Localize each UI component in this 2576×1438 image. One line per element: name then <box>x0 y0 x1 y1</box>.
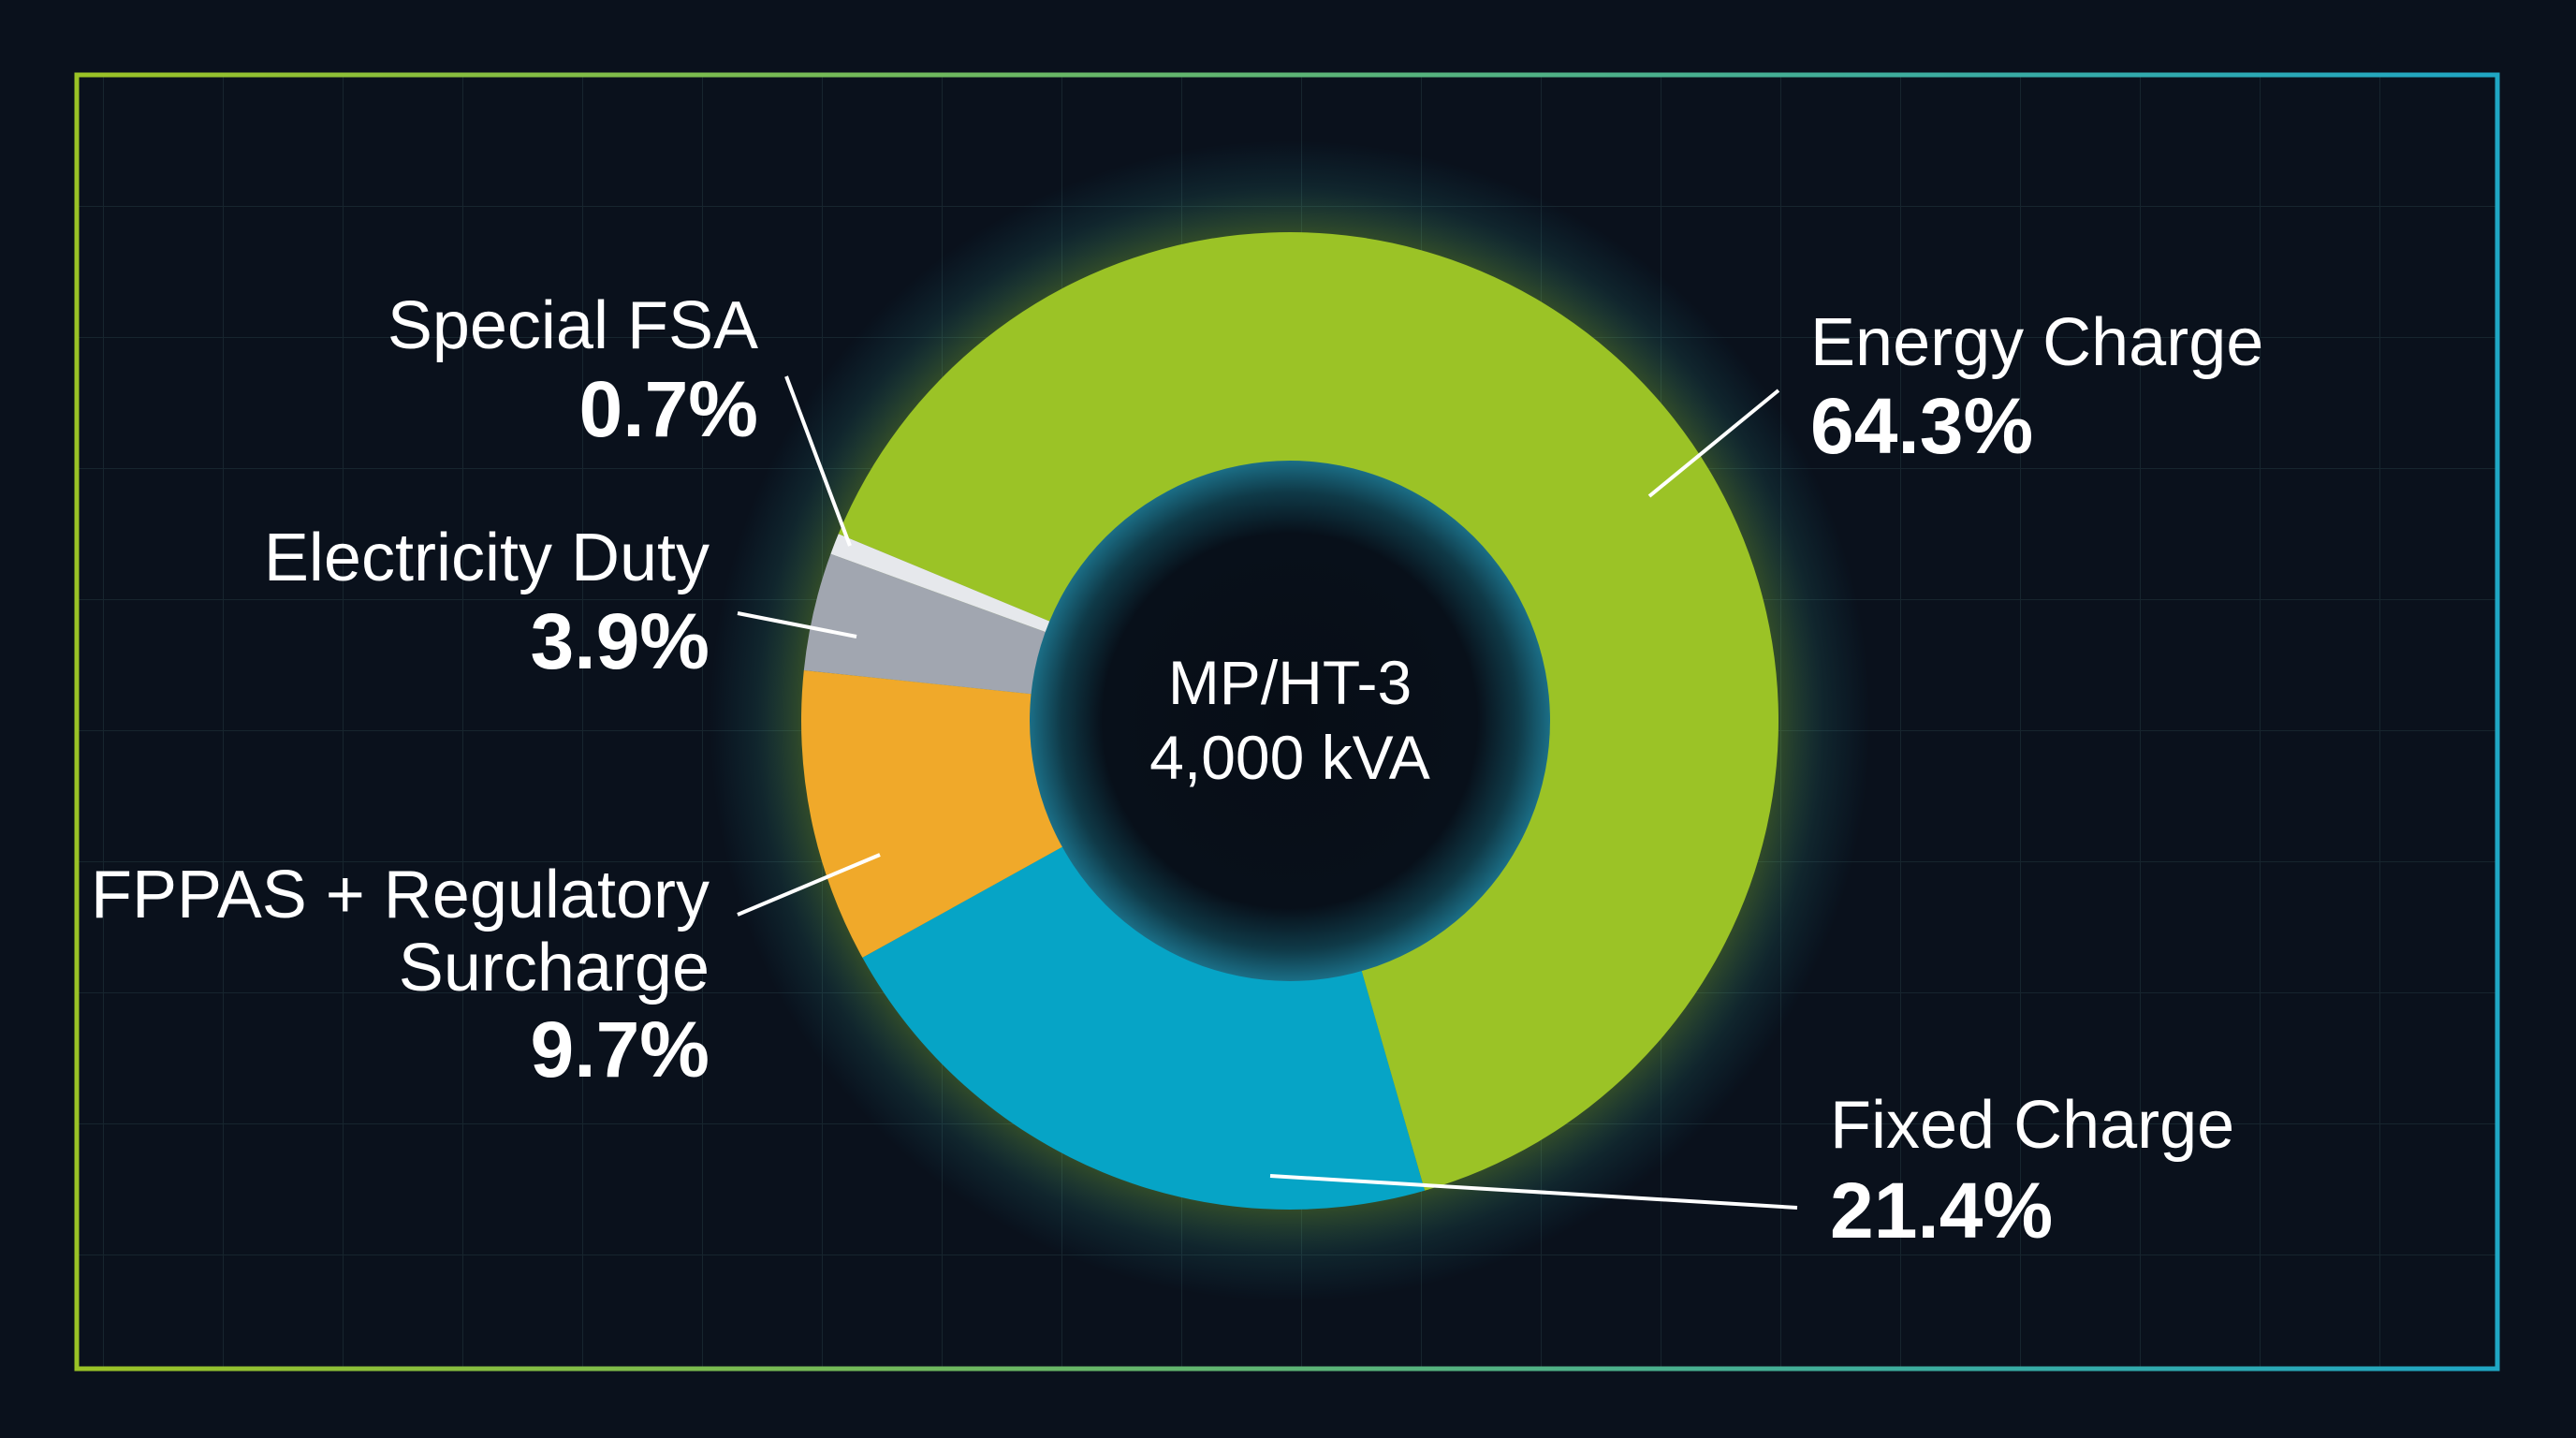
value-electricity-duty: 3.9% <box>531 597 710 685</box>
label-energy-charge: Energy Charge <box>1810 305 2263 380</box>
label-electricity-duty: Electricity Duty <box>264 521 710 595</box>
leader-fixed-charge <box>1269 1174 1798 1210</box>
label-fppas-regulatory-line-2: Surcharge <box>399 931 710 1005</box>
value-fppas-regulatory: 9.7% <box>531 1005 710 1093</box>
slice-special-fsa <box>830 534 1055 635</box>
label-fppas-regulatory-line-1: FPPAS + Regulatory <box>91 858 710 932</box>
value-special-fsa: 0.7% <box>579 365 758 453</box>
leader-electricity-duty <box>737 611 857 638</box>
leader-energy-charge <box>1647 389 1780 498</box>
leader-special-fsa <box>784 375 852 547</box>
donut-hole <box>1030 461 1550 981</box>
leader-fppas-regulatory <box>737 853 881 917</box>
label-fixed-charge: Fixed Charge <box>1830 1088 2234 1163</box>
donut-slices <box>801 231 1778 1210</box>
value-energy-charge: 64.3% <box>1810 382 2033 470</box>
slice-fppas-regulatory <box>801 669 1068 958</box>
label-special-fsa: Special FSA <box>388 288 758 363</box>
chart-frame <box>74 72 2500 1372</box>
slice-fixed-charge <box>862 844 1426 1210</box>
value-fixed-charge: 21.4% <box>1830 1167 2053 1255</box>
center-label-line-1: MP/HT-3 <box>1168 648 1412 717</box>
center-label-line-2: 4,000 kVA <box>1149 723 1430 792</box>
slice-electricity-duty <box>803 553 1051 695</box>
slice-energy-charge <box>838 231 1778 1191</box>
